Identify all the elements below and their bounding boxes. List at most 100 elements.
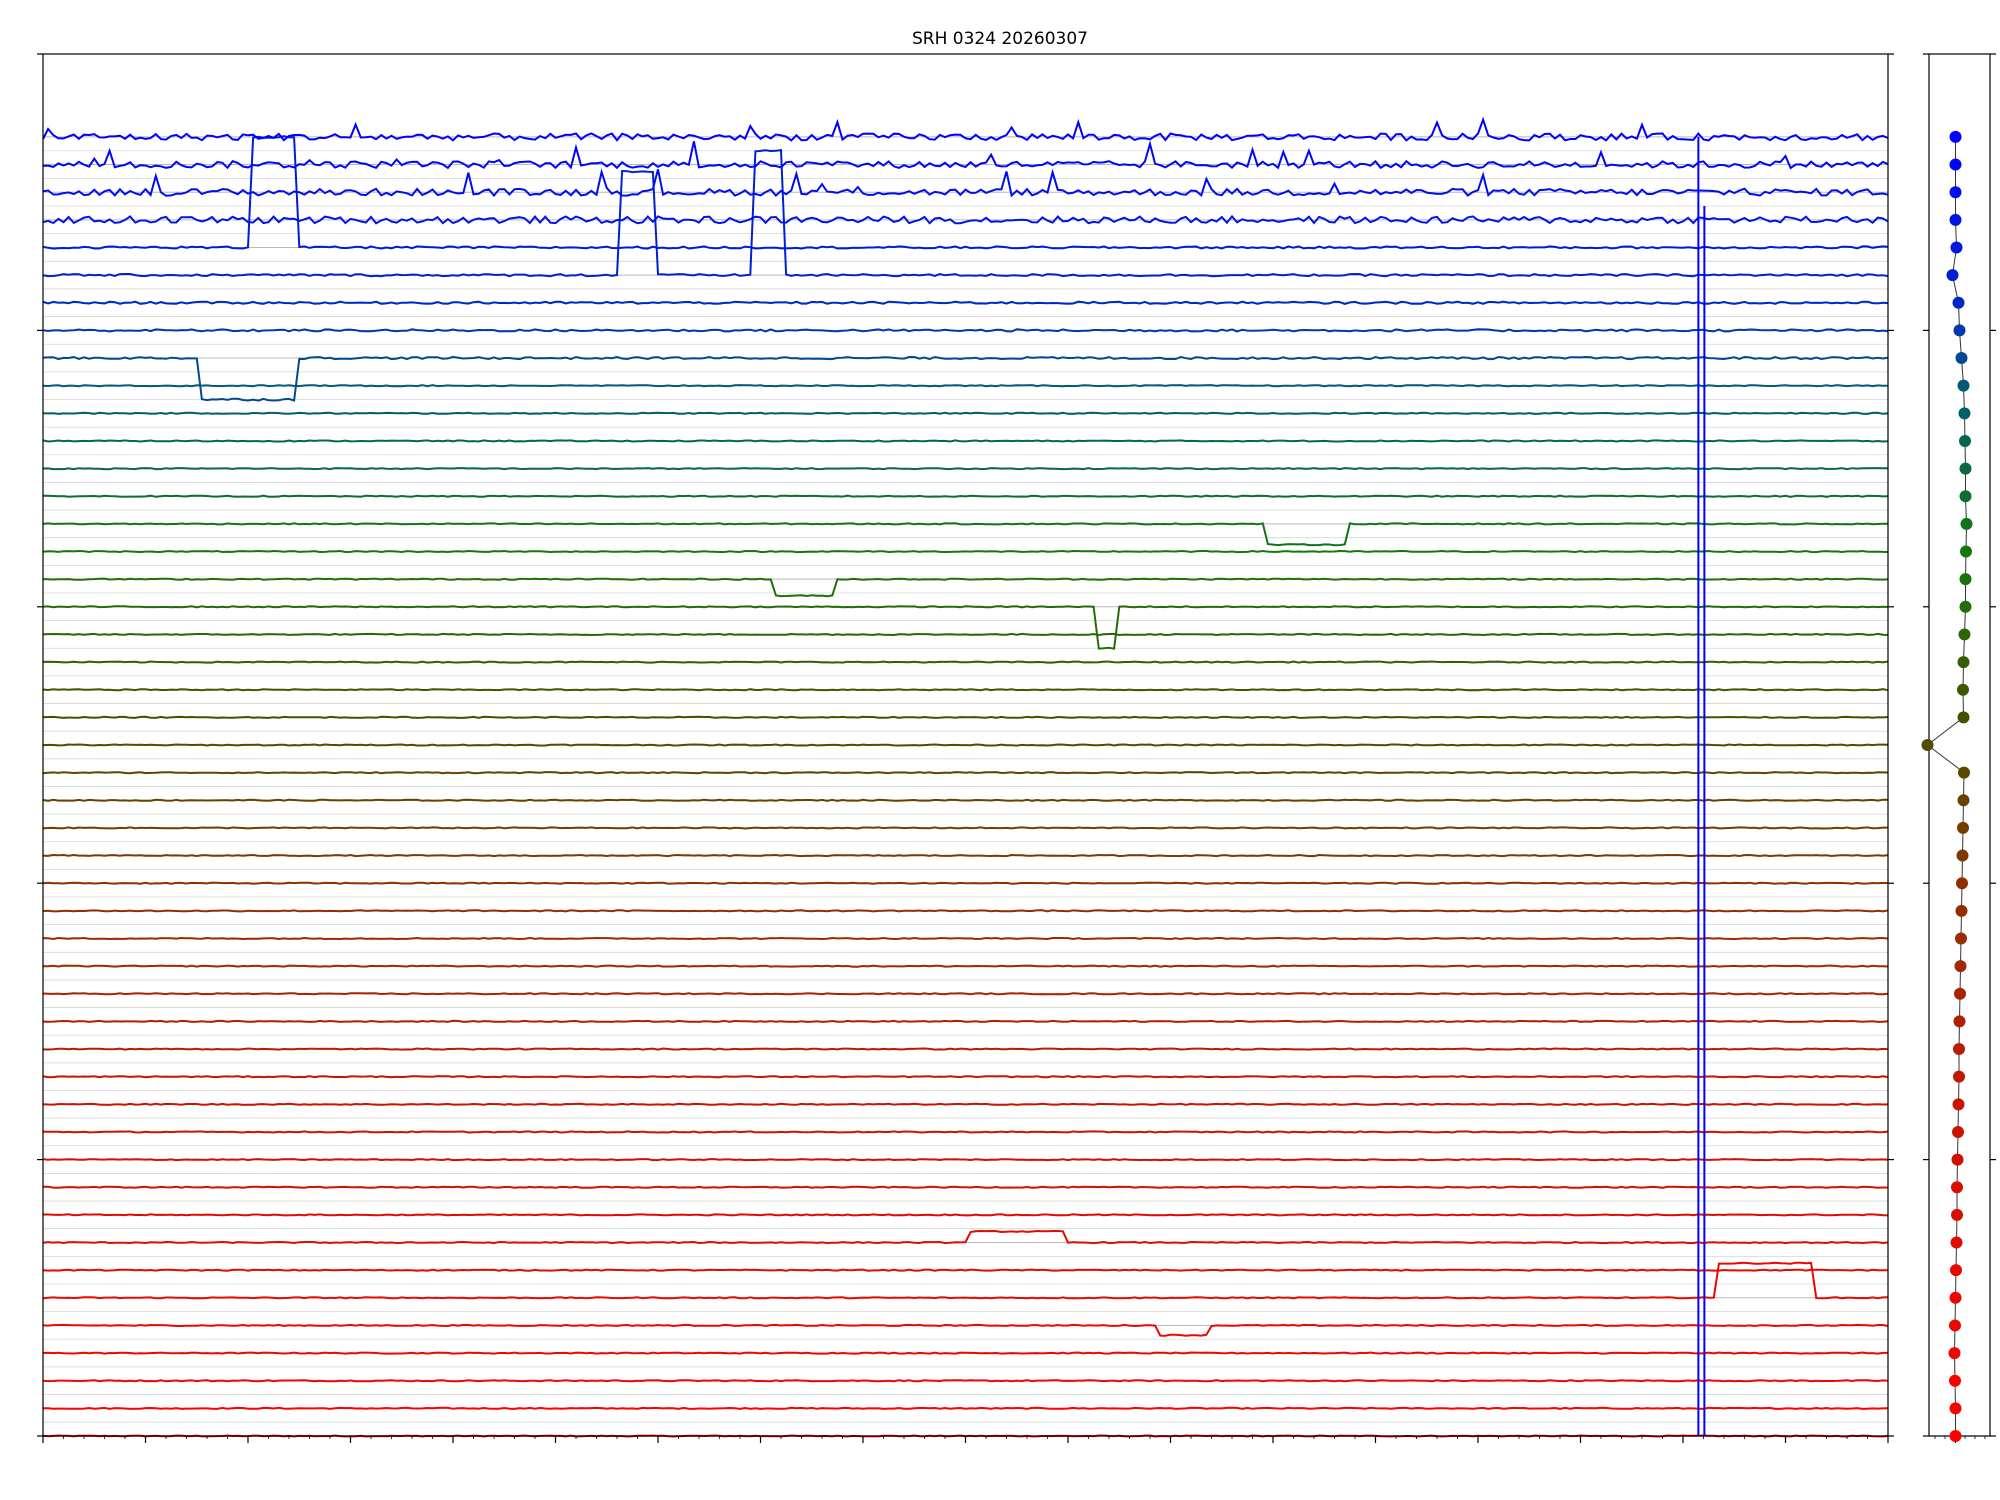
trace-line (42, 135, 1889, 250)
side-point (1959, 600, 1972, 613)
side-point (1953, 324, 1966, 337)
side-point (1957, 683, 1969, 696)
trace-line (42, 936, 1889, 941)
side-point (1960, 517, 1973, 530)
trace-line (42, 771, 1889, 775)
side-point (1956, 849, 1969, 862)
chart-title: SRH 0324 20260307 (912, 29, 1088, 49)
side-point (1957, 711, 1970, 724)
trace-line (42, 1351, 1888, 1355)
trace-line (42, 140, 1889, 170)
trace-line (42, 549, 1889, 554)
side-point (1957, 379, 1970, 392)
side-point (1954, 960, 1967, 973)
side-point (1956, 877, 1968, 890)
side-point (1960, 545, 1972, 558)
trace-line (42, 688, 1889, 692)
trace-line (42, 1102, 1889, 1106)
trace-line (42, 964, 1889, 968)
trace-line (42, 1158, 1889, 1162)
side-point (1951, 1181, 1963, 1194)
side-point (1955, 904, 1968, 917)
side-point (1952, 296, 1965, 309)
trace-line (42, 355, 1889, 402)
trace-line (42, 632, 1889, 637)
trace-line (42, 467, 1888, 471)
trace-line (42, 300, 1889, 305)
side-point (1959, 434, 1971, 447)
trace-line (42, 1075, 1889, 1079)
trace-line (42, 168, 1889, 198)
trace-line (42, 148, 1889, 278)
side-point (1958, 407, 1971, 420)
trace-line (42, 439, 1889, 443)
side-frame (1928, 53, 1991, 1437)
trace-line (42, 798, 1888, 802)
side-point (1955, 932, 1967, 945)
trace-line (42, 411, 1889, 415)
side-point (1959, 462, 1972, 475)
trace-line (42, 1019, 1889, 1023)
side-point (1952, 1098, 1965, 1111)
side-point (1955, 352, 1968, 365)
trace-line (42, 384, 1888, 388)
trace-line (42, 743, 1889, 747)
trace-line (42, 992, 1889, 996)
trace-line (42, 826, 1888, 830)
side-point (1951, 1208, 1963, 1221)
side-point (1949, 1291, 1962, 1304)
trace-line (42, 214, 1889, 225)
side-point (1959, 490, 1972, 503)
trace-layer (42, 116, 1889, 1438)
axes-layer (37, 53, 1894, 1443)
trace-line (42, 522, 1889, 547)
side-point (1950, 1264, 1962, 1277)
trace-line (42, 1323, 1889, 1337)
trace-line (42, 1261, 1889, 1300)
side-point (1953, 1015, 1966, 1028)
side-point (1949, 186, 1962, 199)
side-point (1949, 1374, 1961, 1387)
trace-line (42, 328, 1889, 333)
side-point (1949, 213, 1962, 226)
side-point (1951, 1153, 1964, 1166)
side-point (1949, 1402, 1962, 1415)
trace-line (42, 1268, 1889, 1272)
side-point (1957, 794, 1970, 807)
marker-layer (1697, 136, 1706, 1436)
trace-line (42, 881, 1889, 885)
side-point (1948, 1347, 1961, 1360)
side-point (1949, 1319, 1961, 1332)
trace-line (42, 577, 1889, 598)
side-point (1957, 656, 1970, 669)
trace-line (42, 1379, 1889, 1383)
side-point (1953, 1070, 1965, 1083)
trace-line (42, 909, 1889, 913)
side-panel (1921, 53, 1996, 1443)
side-point (1921, 739, 1934, 751)
trace-line (42, 660, 1889, 664)
side-point (1959, 573, 1972, 586)
trace-line (42, 1047, 1889, 1051)
trace-line (42, 1229, 1889, 1245)
side-point (1946, 269, 1959, 282)
side-point (1953, 1043, 1965, 1056)
side-point (1950, 241, 1963, 254)
side-point (1949, 158, 1962, 171)
side-point (1958, 628, 1971, 641)
trace-line (42, 1185, 1888, 1189)
trace-line (42, 605, 1889, 650)
side-point (1950, 1236, 1963, 1249)
side-point (1952, 1125, 1964, 1138)
trace-line (42, 715, 1889, 719)
trace-line (42, 116, 1889, 142)
trace-line (43, 1213, 1889, 1217)
side-point (1957, 821, 1969, 834)
side-point (1954, 987, 1966, 1000)
trace-line (42, 1130, 1889, 1134)
trace-line (42, 1406, 1889, 1410)
side-point (1958, 766, 1970, 779)
trace-line (42, 853, 1889, 858)
